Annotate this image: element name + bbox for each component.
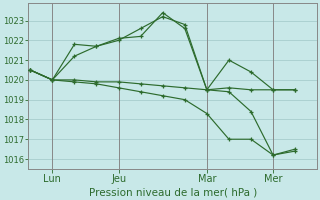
X-axis label: Pression niveau de la mer( hPa ): Pression niveau de la mer( hPa ) xyxy=(89,187,257,197)
